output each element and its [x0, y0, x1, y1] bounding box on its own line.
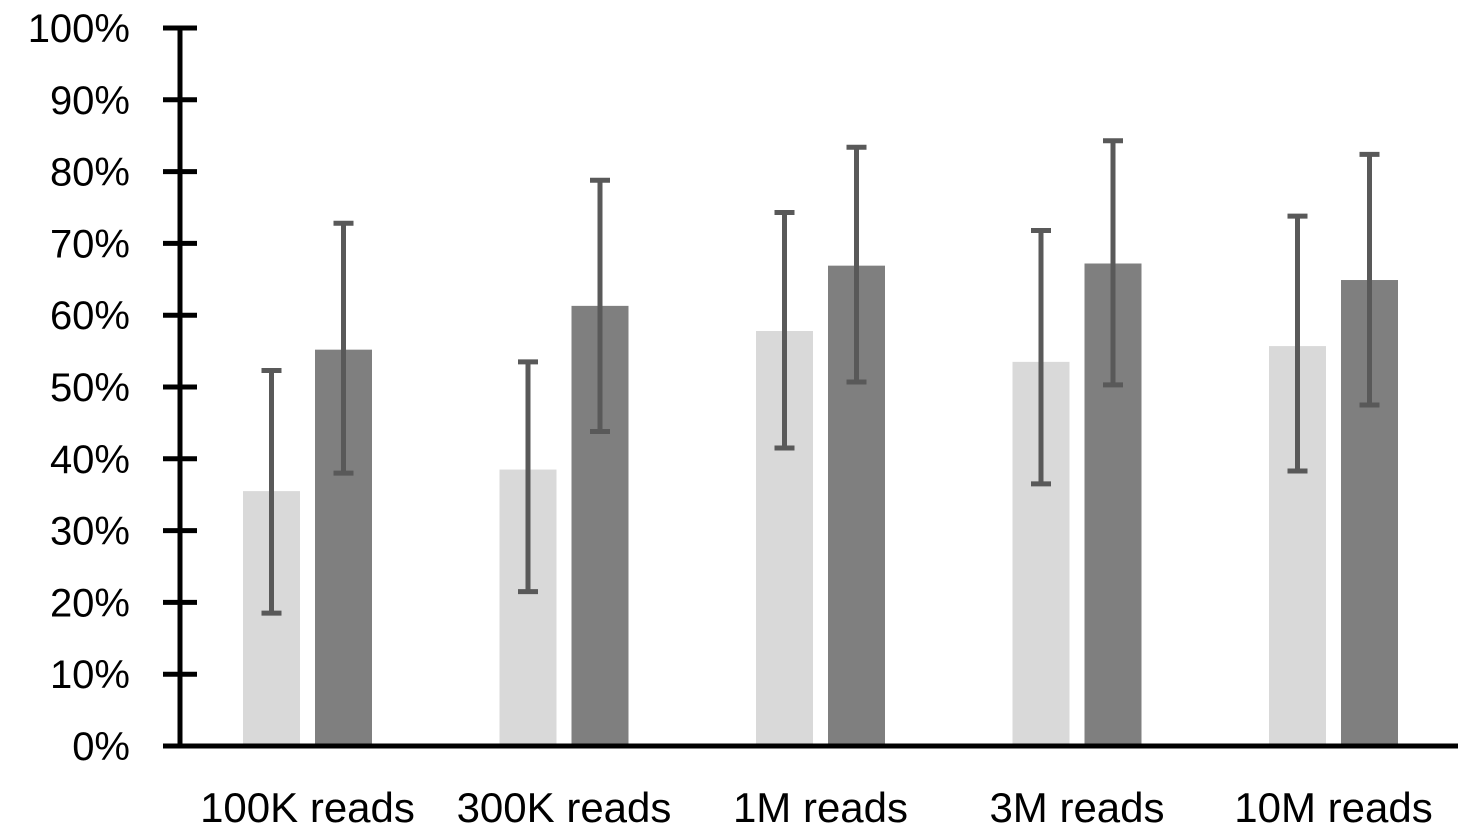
y-tick-label: 10% [50, 653, 130, 697]
bars-layer [243, 263, 1398, 746]
y-tick-labels: 0% 10% 20% 30% 40% 50% 60% 70% 80% 90% 100% [28, 7, 130, 769]
y-tick-label: 40% [50, 438, 130, 482]
y-tick-label: 50% [50, 366, 130, 410]
y-tick-label: 80% [50, 151, 130, 195]
x-category-labels: 100K reads 300K reads 1M reads 3M reads 10M … [200, 784, 1433, 831]
error-bar-series1-100k-reads [261, 367, 282, 616]
y-tick-label: 20% [50, 581, 130, 625]
y-tick-label: 30% [50, 510, 130, 554]
y-tick-label: 70% [50, 222, 130, 266]
x-category-label: 10M reads [1234, 784, 1432, 831]
y-tick-label: 0% [72, 725, 130, 769]
error-bar-series1-10m-reads [1287, 213, 1308, 474]
error-bar-series1-1m-reads [774, 210, 795, 451]
error-bar-series2-100k-reads [333, 220, 354, 476]
x-category-label: 100K reads [200, 784, 415, 831]
error-bar-series2-3m-reads [1103, 138, 1123, 388]
error-bar-series1-3m-reads [1031, 227, 1051, 487]
x-category-label: 300K reads [457, 784, 672, 831]
y-tick-label: 60% [50, 294, 130, 338]
error-bar-series1-300k-reads [518, 359, 538, 595]
error-bar-series2-1m-reads [846, 144, 867, 385]
error-bars-layer [261, 138, 1380, 616]
x-category-label: 1M reads [733, 784, 908, 831]
y-tick-label: 90% [50, 79, 130, 123]
y-tick-label: 100% [28, 7, 130, 51]
x-category-label: 3M reads [989, 784, 1164, 831]
axes [163, 25, 1458, 749]
error-bar-series2-300k-reads [590, 177, 610, 435]
error-bar-series2-10m-reads [1359, 151, 1380, 408]
